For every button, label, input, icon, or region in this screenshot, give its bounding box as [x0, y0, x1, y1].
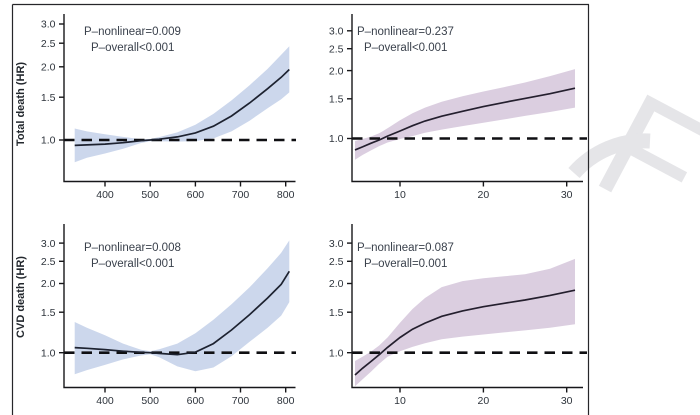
y-axis-title: CVD death (HR) [15, 256, 27, 338]
y-tick-label: 1.5 [329, 94, 344, 106]
x-tick-label: 400 [96, 189, 114, 201]
y-tick-label: 3.0 [41, 19, 56, 31]
x-tick-label: 600 [187, 395, 205, 407]
x-tick-label: 800 [277, 395, 295, 407]
page-border [11, 3, 590, 415]
y-tick-label: 2.5 [41, 256, 56, 268]
confidence-band [74, 46, 290, 163]
y-tick-label: 1.0 [329, 133, 344, 145]
x-tick-label: 500 [141, 189, 159, 201]
y-tick-label: 1.5 [329, 307, 344, 319]
y-tick-label: 1.5 [41, 92, 56, 104]
axes [63, 224, 296, 389]
x-tick-label: 600 [187, 189, 205, 201]
y-tick-label: 1.5 [41, 307, 56, 319]
x-tick-label: 30 [561, 395, 573, 407]
p-value-label: P–overall<0.001 [91, 42, 174, 54]
spline-curve [74, 68, 290, 147]
spline-curve [74, 270, 291, 356]
p-value-label: P–nonlinear=0.009 [84, 26, 181, 38]
x-tick-label: 10 [394, 395, 406, 407]
axes [351, 224, 583, 389]
confidence-band [74, 240, 290, 375]
panels-group: 400 500 600 700 800 1.0 1.5 2.0 2.5 3.0 P–nonlinea… [15, 14, 587, 407]
x-tick-label: 800 [277, 189, 295, 201]
p-value-label: P–nonlinear=0.008 [84, 242, 181, 254]
y-tick-label: 2.0 [41, 62, 56, 74]
x-tick-label: 700 [232, 189, 250, 201]
p-value-label: P–overall=0.001 [364, 258, 447, 270]
y-tick-label: 3.0 [329, 26, 344, 38]
y-tick-label: 1.0 [41, 347, 56, 359]
x-tick-label: 20 [478, 189, 490, 201]
y-tick-label: 2.0 [41, 278, 56, 290]
panel-cvd-death-left: 400 500 600 700 800 1.0 1.5 2.0 2.5 3.0 P–nonlinea… [15, 224, 296, 407]
panel-total-death-right: 10 20 30 1.0 1.5 2.0 2.5 3.0 P–nonlinear=0.237 P–… [329, 14, 587, 201]
proof-watermark: F [568, 60, 700, 251]
y-tick-label: 2.0 [329, 278, 344, 290]
x-tick-label: 20 [478, 395, 490, 407]
spline-curve [354, 289, 576, 376]
y-tick-label: 2.5 [329, 256, 344, 268]
p-value-label: P–overall<0.001 [364, 42, 447, 54]
x-tick-label: 10 [394, 189, 406, 201]
y-tick-label: 2.5 [329, 43, 344, 55]
axes [63, 14, 296, 183]
y-tick-label: 3.0 [41, 238, 56, 250]
y-tick-label: 2.0 [329, 65, 344, 77]
p-value-label: P–overall<0.001 [91, 258, 174, 270]
y-tick-label: 1.0 [41, 135, 56, 147]
confidence-band [355, 258, 575, 387]
p-value-label: P–nonlinear=0.087 [357, 242, 454, 254]
y-tick-label: 2.5 [41, 38, 56, 50]
watermark-letter-fragment [568, 133, 651, 179]
x-tick-label: 400 [96, 395, 114, 407]
x-tick-label: 30 [561, 189, 573, 201]
y-tick-label: 3.0 [329, 238, 344, 250]
p-value-label: P–nonlinear=0.237 [357, 26, 454, 38]
axes [351, 14, 583, 183]
panel-cvd-death-right: 10 20 30 1.0 1.5 2.0 2.5 3.0 P–nonlinear=0.087 P–… [329, 224, 587, 407]
x-tick-label: 700 [232, 395, 250, 407]
x-tick-label: 500 [141, 395, 159, 407]
panel-total-death-left: 400 500 600 700 800 1.0 1.5 2.0 2.5 3.0 P–nonlinea… [15, 14, 296, 201]
confidence-band [355, 69, 575, 160]
spline-curve [354, 87, 576, 151]
y-tick-label: 1.0 [329, 347, 344, 359]
y-axis-title: Total death (HR) [15, 62, 27, 146]
